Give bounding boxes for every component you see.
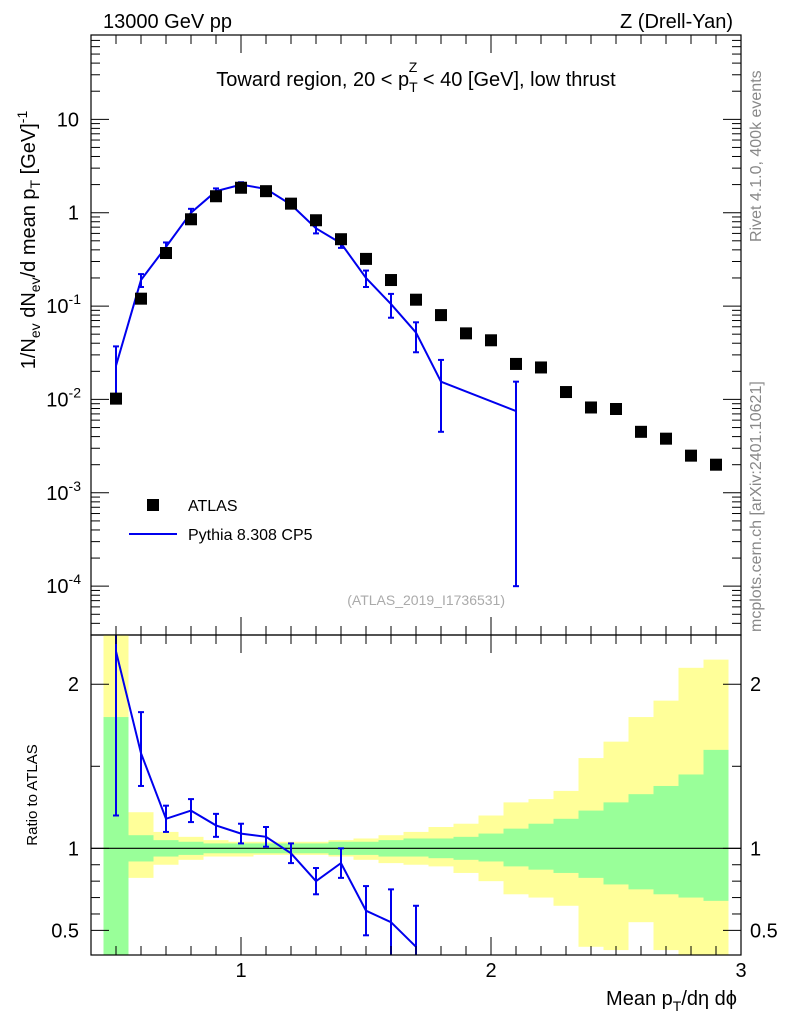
data-point — [335, 233, 347, 246]
ratio-line — [115, 651, 417, 948]
y-tick-label: 1 — [68, 203, 79, 225]
ratio-y-tick-label-left: 0.5 — [51, 920, 79, 942]
xlabel-sub: T — [673, 998, 682, 1014]
main-panel: 10-4 10-3 10-2 10-1 1 10 Toward region, 20 < … — [14, 34, 742, 636]
inner-uncertainty-band — [528, 823, 554, 870]
ratio-panel: 0.5 0.5 1 1 2 2 1 2 3 Ratio to ATLAS Mean pT/dη … — [24, 634, 778, 1014]
data-point — [710, 458, 722, 471]
data-point — [610, 402, 622, 415]
data-point — [260, 185, 272, 198]
data-point — [310, 214, 322, 227]
ratio-xlabel: Mean pT/dη dϕ — [606, 988, 737, 1014]
ratio-y-tick-label-left: 2 — [68, 674, 79, 696]
data-point — [435, 309, 447, 322]
title-prefix: Toward region, 20 < p — [216, 69, 409, 91]
data-point — [135, 292, 147, 305]
data-point — [360, 252, 372, 265]
ratio-y-tick-label-right: 2 — [750, 674, 761, 696]
ratio-y-tick-label-right: 0.5 — [750, 920, 778, 942]
data-point — [560, 386, 572, 399]
data-point — [510, 357, 522, 370]
y-tick-label: 10-4 — [46, 571, 81, 598]
x-tick-label: 1 — [235, 960, 246, 982]
xlabel-prefix: Mean p — [606, 988, 673, 1010]
xlabel-suffix: /dη dϕ — [681, 988, 737, 1010]
ratio-ylabel: Ratio to ATLAS — [24, 744, 41, 845]
inner-uncertainty-band — [653, 785, 679, 895]
data-point — [285, 197, 297, 210]
ratio-axis-ticks: 0.5 0.5 1 1 2 2 1 2 3 — [51, 635, 778, 982]
data-point — [235, 181, 247, 194]
y-tick-label: 10-3 — [46, 478, 81, 505]
data-point — [410, 293, 422, 306]
inner-uncertainty-band — [578, 810, 604, 878]
inner-uncertainty-band — [703, 749, 729, 901]
main-plot-area — [110, 181, 722, 588]
title-sub: T — [409, 79, 418, 95]
data-point — [110, 392, 122, 405]
legend-data-label: ATLAS — [188, 498, 238, 515]
title-suffix: < 40 [GeV], low thrust — [417, 69, 616, 91]
x-tick-label: 2 — [485, 960, 496, 982]
data-point — [485, 334, 497, 347]
rivet-label: Rivet 4.1.0, 400k events — [748, 70, 765, 242]
ratio-y-tick-label-left: 1 — [68, 838, 79, 860]
data-point — [585, 401, 597, 414]
data-point — [385, 274, 397, 287]
data-point — [460, 327, 472, 340]
title-sup: Z — [409, 59, 418, 75]
energy-label: 13000 GeV pp — [103, 11, 232, 33]
inner-uncertainty-band — [403, 838, 429, 857]
data-point — [635, 425, 647, 438]
data-point — [685, 449, 697, 462]
source-label: mcplots.cern.ch [arXiv:2401.10621] — [748, 381, 765, 632]
inner-uncertainty-band — [603, 802, 629, 885]
legend-mc-label: Pythia 8.308 CP5 — [188, 527, 313, 544]
data-point — [185, 213, 197, 226]
main-title: Toward region, 20 < pTZ < 40 [GeV], low … — [216, 59, 616, 95]
inner-uncertainty-band — [678, 774, 704, 898]
inner-uncertainty-band — [478, 833, 504, 862]
inner-uncertainty-band — [503, 828, 529, 867]
legend-data-marker — [147, 499, 159, 511]
ratio-plot-area — [91, 635, 741, 955]
analysis-watermark: (ATLAS_2019_I1736531) — [347, 592, 505, 608]
y-tick-label: 10-2 — [46, 384, 81, 411]
data-point — [535, 361, 547, 374]
ratio-y-tick-label-right: 1 — [750, 838, 761, 860]
data-point — [660, 432, 672, 445]
process-label: Z (Drell-Yan) — [620, 11, 733, 33]
inner-uncertainty-band — [553, 818, 579, 873]
legend: ATLAS Pythia 8.308 CP5 — [129, 498, 313, 544]
main-ylabel: 1/Nev dNev/d mean pT [GeV]-1 — [14, 111, 43, 370]
y-tick-label: 10-1 — [46, 291, 81, 318]
y-tick-label: 10 — [57, 109, 79, 131]
data-point — [160, 247, 172, 260]
main-axis-ticks: 10-4 10-3 10-2 10-1 1 10 — [46, 34, 742, 636]
inner-uncertainty-band — [628, 794, 654, 890]
data-point — [210, 190, 222, 203]
x-tick-label: 3 — [735, 960, 746, 982]
